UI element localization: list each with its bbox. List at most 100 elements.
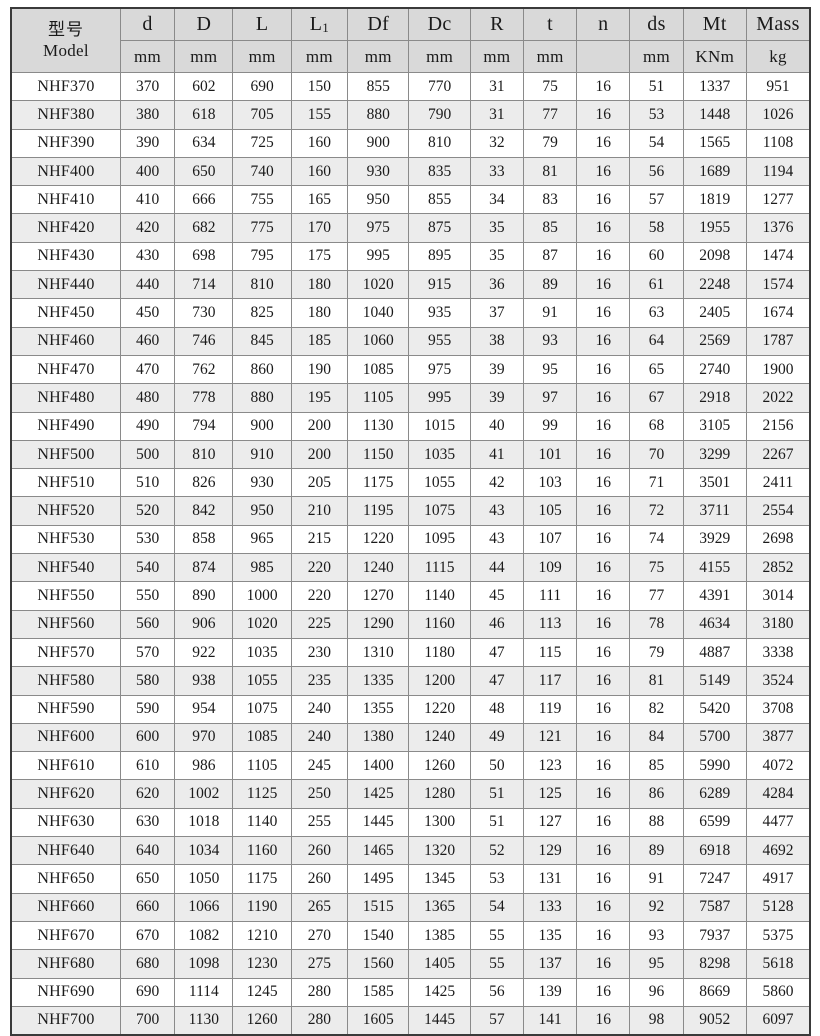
cell-Mt: 2569 — [682, 326, 747, 356]
cell-d: 640 — [119, 836, 176, 866]
table-row: NHF430 430 698 795 175 995 895 35 87 16 60 2098 1474 — [10, 241, 811, 272]
cell-R: 49 — [469, 722, 525, 753]
cell-model: NHF430 — [10, 241, 121, 272]
cell-ds: 93 — [629, 920, 684, 951]
cell-L: 900 — [232, 411, 292, 441]
cell-ds: 85 — [629, 751, 684, 781]
cell-R: 55 — [469, 920, 525, 951]
cell-D: 986 — [174, 751, 234, 781]
cell-t: 121 — [522, 722, 578, 753]
cell-D: 1098 — [174, 949, 234, 979]
cell-R: 34 — [469, 185, 525, 215]
cell-Mt: 6599 — [682, 807, 747, 838]
cell-t: 77 — [522, 100, 578, 130]
cell-L1: 260 — [290, 836, 349, 866]
table-row: NHF460 460 746 845 185 1060 955 38 93 16 64 2569 178… — [10, 326, 811, 356]
cell-L: 825 — [232, 298, 292, 328]
cell-Dc: 1405 — [408, 949, 471, 979]
cell-Df: 1445 — [347, 807, 410, 838]
cell-n: 16 — [576, 241, 631, 272]
cell-L1: 220 — [290, 581, 349, 611]
cell-Df: 1060 — [347, 326, 410, 356]
cell-d: 370 — [119, 71, 176, 102]
cell-D: 698 — [174, 241, 234, 272]
cell-t: 79 — [522, 128, 578, 158]
cell-d: 630 — [119, 807, 176, 838]
cell-D: 618 — [174, 100, 234, 130]
table-row: NHF400 400 650 740 160 930 835 33 81 16 56 1689 1194 — [10, 156, 811, 187]
cell-L1: 190 — [290, 354, 349, 385]
cell-n: 16 — [576, 354, 631, 385]
cell-ds: 68 — [629, 411, 684, 441]
cell-R: 54 — [469, 892, 525, 922]
cell-Df: 1425 — [347, 779, 410, 809]
cell-Df: 1195 — [347, 496, 410, 526]
cell-L1: 160 — [290, 156, 349, 187]
cell-n: 16 — [576, 100, 631, 130]
header-subscript: 1 — [322, 20, 330, 35]
header-unit-d: mm — [119, 40, 176, 73]
cell-Df: 1175 — [347, 468, 410, 498]
cell-d: 430 — [119, 241, 176, 272]
table-row: NHF480 480 778 880 195 1105 995 39 97 16 67 2918 202… — [10, 383, 811, 413]
cell-d: 680 — [119, 949, 176, 979]
cell-t: 139 — [522, 977, 578, 1007]
cell-Mass: 1026 — [745, 100, 811, 130]
cell-n: 16 — [576, 524, 631, 555]
cell-n: 16 — [576, 666, 631, 696]
cell-R: 37 — [469, 298, 525, 328]
cell-Mass: 951 — [745, 71, 811, 102]
cell-model: NHF660 — [10, 892, 121, 922]
cell-R: 39 — [469, 383, 525, 413]
header-symbol-L1: L1 — [290, 7, 349, 41]
cell-L1: 270 — [290, 920, 349, 951]
cell-D: 954 — [174, 694, 234, 724]
cell-Mt: 1955 — [682, 213, 747, 243]
cell-ds: 79 — [629, 637, 684, 668]
table-row: NHF510 510 826 930 205 1175 1055 42 103 16 71 3501 2… — [10, 468, 811, 498]
cell-Dc: 1345 — [408, 864, 471, 894]
cell-L: 930 — [232, 468, 292, 498]
cell-L1: 200 — [290, 411, 349, 441]
cell-D: 682 — [174, 213, 234, 243]
cell-L: 1000 — [232, 581, 292, 611]
cell-R: 35 — [469, 241, 525, 272]
cell-Df: 930 — [347, 156, 410, 187]
cell-Mass: 1900 — [745, 354, 811, 385]
cell-ds: 67 — [629, 383, 684, 413]
cell-Df: 975 — [347, 213, 410, 243]
cell-n: 16 — [576, 411, 631, 441]
cell-L: 705 — [232, 100, 292, 130]
cell-L1: 245 — [290, 751, 349, 781]
cell-d: 700 — [119, 1005, 176, 1036]
cell-d: 500 — [119, 439, 176, 470]
cell-t: 127 — [522, 807, 578, 838]
table-row: NHF450 450 730 825 180 1040 935 37 91 16 63 2405 167… — [10, 298, 811, 328]
cell-D: 730 — [174, 298, 234, 328]
cell-n: 16 — [576, 892, 631, 922]
cell-L: 1245 — [232, 977, 292, 1007]
header-symbol-Dc: Dc — [408, 7, 471, 41]
cell-L: 1125 — [232, 779, 292, 809]
cell-model: NHF550 — [10, 581, 121, 611]
header-symbol-R: R — [469, 7, 525, 41]
cell-n: 16 — [576, 779, 631, 809]
cell-D: 1050 — [174, 864, 234, 894]
cell-ds: 51 — [629, 71, 684, 102]
cell-model: NHF500 — [10, 439, 121, 470]
cell-Df: 1150 — [347, 439, 410, 470]
table-row: NHF370 370 602 690 150 855 770 31 75 16 51 1337 951 — [10, 71, 811, 102]
cell-L1: 150 — [290, 71, 349, 102]
table-row: NHF420 420 682 775 170 975 875 35 85 16 58 1955 1376 — [10, 213, 811, 243]
cell-Dc: 1260 — [408, 751, 471, 781]
cell-d: 660 — [119, 892, 176, 922]
header-symbol-t: t — [522, 7, 578, 41]
cell-Df: 1290 — [347, 609, 410, 639]
header-model-chinese: 型号 — [47, 20, 84, 41]
cell-Dc: 1055 — [408, 468, 471, 498]
cell-Mt: 1565 — [682, 128, 747, 158]
cell-d: 510 — [119, 468, 176, 498]
header-unit-n — [576, 40, 631, 73]
cell-R: 47 — [469, 666, 525, 696]
cell-Df: 1585 — [347, 977, 410, 1007]
